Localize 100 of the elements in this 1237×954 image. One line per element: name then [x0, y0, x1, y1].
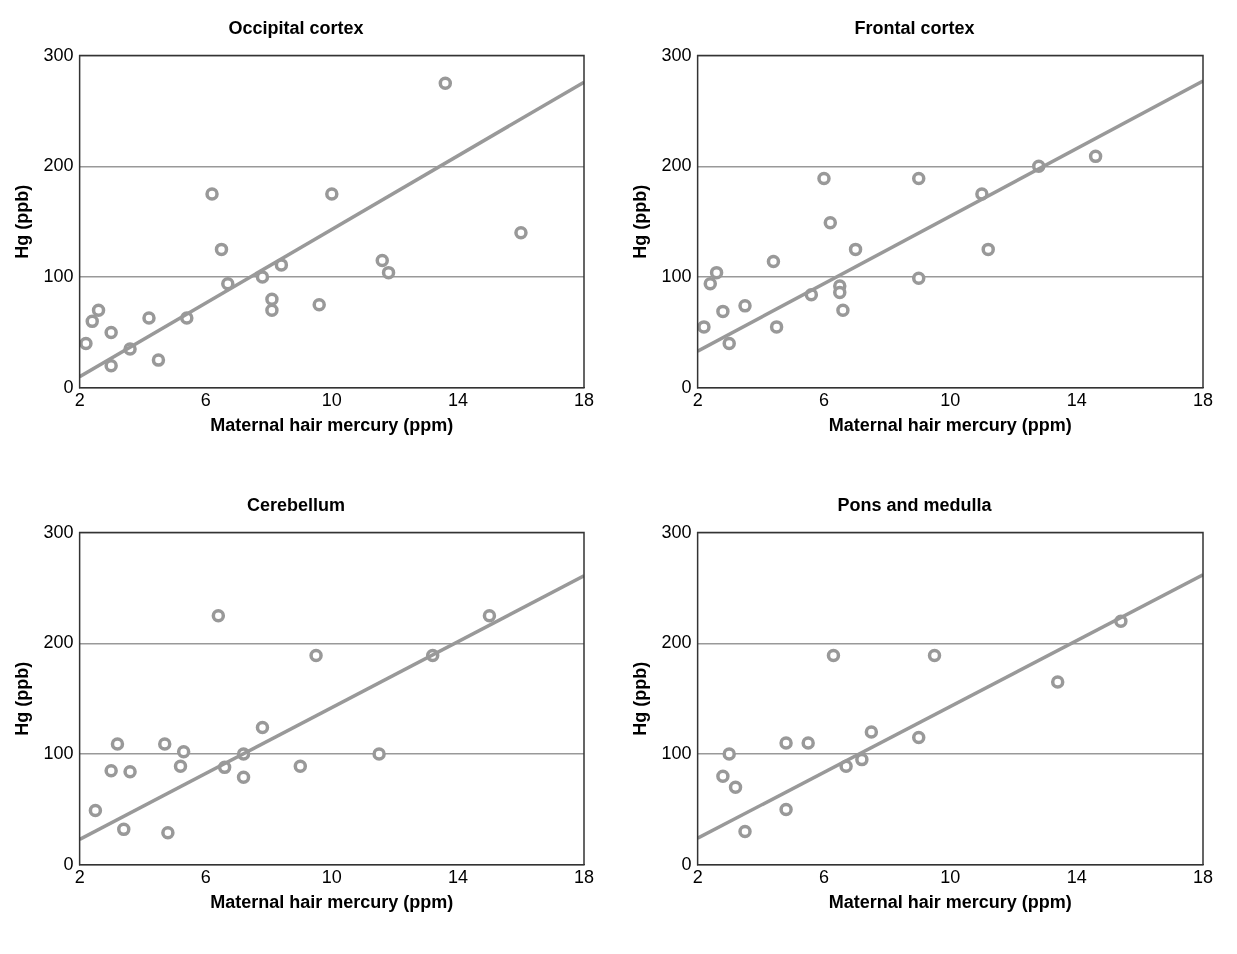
- x-tick-label: 2: [74, 866, 85, 887]
- y-tick-label: 300: [661, 521, 692, 542]
- point: [823, 216, 838, 230]
- y-tick-label: 0: [681, 376, 692, 397]
- point: [173, 759, 188, 773]
- point: [911, 271, 926, 285]
- x-axis-title: Maternal hair mercury (ppm): [828, 415, 1072, 436]
- x-tick-label: 14: [447, 866, 468, 887]
- chart-title: Cerebellum: [246, 494, 346, 515]
- y-tick-label: 100: [43, 266, 74, 287]
- point: [312, 298, 326, 312]
- point: [836, 303, 850, 318]
- point: [848, 242, 863, 257]
- x-tick-label: 10: [321, 389, 342, 410]
- x-tick-label: 14: [1066, 866, 1087, 887]
- point: [833, 285, 847, 300]
- point: [911, 730, 926, 745]
- x-tick-label: 18: [1192, 389, 1214, 410]
- y-tick-label: 0: [63, 853, 74, 874]
- point: [855, 752, 869, 767]
- point: [927, 648, 942, 663]
- x-tick-label: 6: [200, 389, 211, 410]
- point: [738, 299, 752, 313]
- point: [728, 780, 743, 795]
- point: [372, 747, 386, 761]
- point: [265, 292, 279, 306]
- x-tick-label: 18: [573, 866, 595, 887]
- point: [325, 187, 339, 201]
- point: [864, 725, 879, 739]
- point: [157, 737, 172, 751]
- y-axis-title: Hg (ppb): [11, 184, 32, 259]
- point: [214, 242, 229, 257]
- point: [255, 270, 270, 284]
- y-axis-title: Hg (ppb): [629, 661, 650, 736]
- point: [104, 325, 118, 340]
- point: [161, 825, 175, 840]
- y-tick-label: 200: [43, 155, 74, 176]
- y-tick-label: 100: [661, 743, 692, 764]
- point: [293, 759, 308, 773]
- y-tick-label: 0: [63, 376, 74, 397]
- point: [1050, 675, 1065, 689]
- point: [1088, 149, 1103, 164]
- point: [375, 253, 389, 268]
- point: [779, 736, 793, 750]
- point: [769, 320, 784, 334]
- point: [801, 736, 815, 750]
- point: [703, 276, 718, 291]
- point: [142, 311, 156, 325]
- x-tick-label: 10: [940, 866, 961, 887]
- point: [722, 747, 736, 761]
- point: [236, 770, 251, 785]
- point: [123, 765, 137, 779]
- x-axis-title: Maternal hair mercury (ppm): [210, 415, 454, 436]
- point: [716, 304, 730, 319]
- point: [255, 720, 270, 735]
- point: [722, 336, 736, 351]
- x-tick-label: 2: [74, 389, 85, 410]
- y-axis-title: Hg (ppb): [629, 184, 650, 259]
- x-tick-label: 2: [692, 866, 703, 887]
- y-tick-label: 100: [661, 266, 692, 287]
- chart-title: Pons and medulla: [837, 494, 993, 515]
- x-tick-label: 14: [1066, 389, 1087, 410]
- x-axis-title: Maternal hair mercury (ppm): [828, 892, 1072, 913]
- y-tick-label: 200: [43, 632, 74, 653]
- point: [117, 822, 131, 837]
- chart-title: Frontal cortex: [854, 17, 975, 38]
- x-tick-label: 10: [321, 866, 342, 887]
- point: [88, 803, 103, 818]
- y-tick-label: 100: [43, 743, 74, 764]
- y-tick-label: 200: [661, 632, 692, 653]
- point: [176, 745, 191, 759]
- point: [265, 303, 279, 318]
- point: [85, 314, 99, 329]
- y-tick-label: 0: [681, 853, 692, 874]
- point: [211, 608, 226, 623]
- point: [309, 648, 323, 663]
- y-tick-label: 300: [43, 44, 74, 65]
- point: [911, 171, 926, 186]
- point: [779, 802, 793, 817]
- y-axis-title: Hg (ppb): [11, 661, 32, 736]
- point: [104, 763, 118, 778]
- chart-title: Occipital cortex: [228, 17, 364, 38]
- y-tick-label: 200: [661, 155, 692, 176]
- point: [151, 353, 166, 367]
- point: [981, 242, 995, 257]
- x-tick-label: 18: [573, 389, 595, 410]
- point: [110, 737, 125, 751]
- x-tick-label: 18: [1192, 866, 1214, 887]
- point: [697, 320, 711, 334]
- x-axis-title: Maternal hair mercury (ppm): [210, 892, 454, 913]
- point: [104, 358, 118, 373]
- x-tick-label: 6: [818, 389, 829, 410]
- point: [738, 824, 752, 839]
- point: [91, 303, 106, 318]
- y-tick-label: 300: [43, 521, 74, 542]
- point: [514, 226, 528, 240]
- point: [716, 769, 730, 783]
- x-tick-label: 14: [447, 389, 468, 410]
- x-tick-label: 10: [940, 389, 961, 410]
- point: [381, 265, 396, 280]
